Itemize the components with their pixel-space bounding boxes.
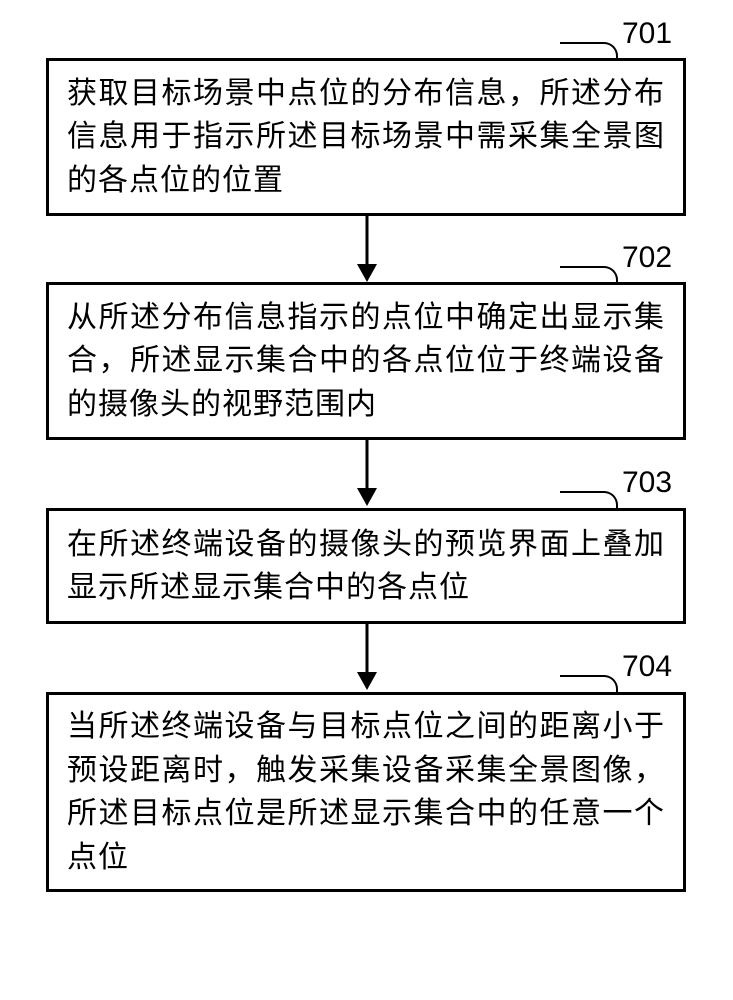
callout-703 (560, 491, 618, 509)
arrowhead-702-703 (357, 488, 377, 506)
step-label-704: 704 (622, 650, 672, 684)
step-text-703: 在所述终端设备的摄像头的预览界面上叠加显示所述显示集合中的各点位 (67, 523, 665, 610)
step-box-702: 从所述分布信息指示的点位中确定出显示集合，所述显示集合中的各点位位于终端设备的摄… (46, 282, 686, 440)
step-text-704: 当所述终端设备与目标点位之间的距离小于预设距离时，触发采集设备采集全景图像，所述… (67, 705, 665, 879)
step-label-702: 702 (622, 241, 672, 275)
arrow-702-703 (365, 440, 368, 490)
arrowhead-701-702 (357, 264, 377, 282)
step-label-703: 703 (622, 466, 672, 500)
arrow-703-704 (365, 624, 368, 674)
step-box-703: 在所述终端设备的摄像头的预览界面上叠加显示所述显示集合中的各点位 (46, 508, 686, 624)
step-text-702: 从所述分布信息指示的点位中确定出显示集合，所述显示集合中的各点位位于终端设备的摄… (67, 296, 665, 427)
step-text-701: 获取目标场景中点位的分布信息，所述分布信息用于指示所述目标场景中需采集全景图的各… (67, 72, 665, 203)
step-box-704: 当所述终端设备与目标点位之间的距离小于预设距离时，触发采集设备采集全景图像，所述… (46, 692, 686, 892)
step-label-701: 701 (622, 17, 672, 51)
callout-704 (560, 675, 618, 693)
step-box-701: 获取目标场景中点位的分布信息，所述分布信息用于指示所述目标场景中需采集全景图的各… (46, 58, 686, 216)
arrow-701-702 (365, 216, 368, 266)
arrowhead-703-704 (357, 672, 377, 690)
